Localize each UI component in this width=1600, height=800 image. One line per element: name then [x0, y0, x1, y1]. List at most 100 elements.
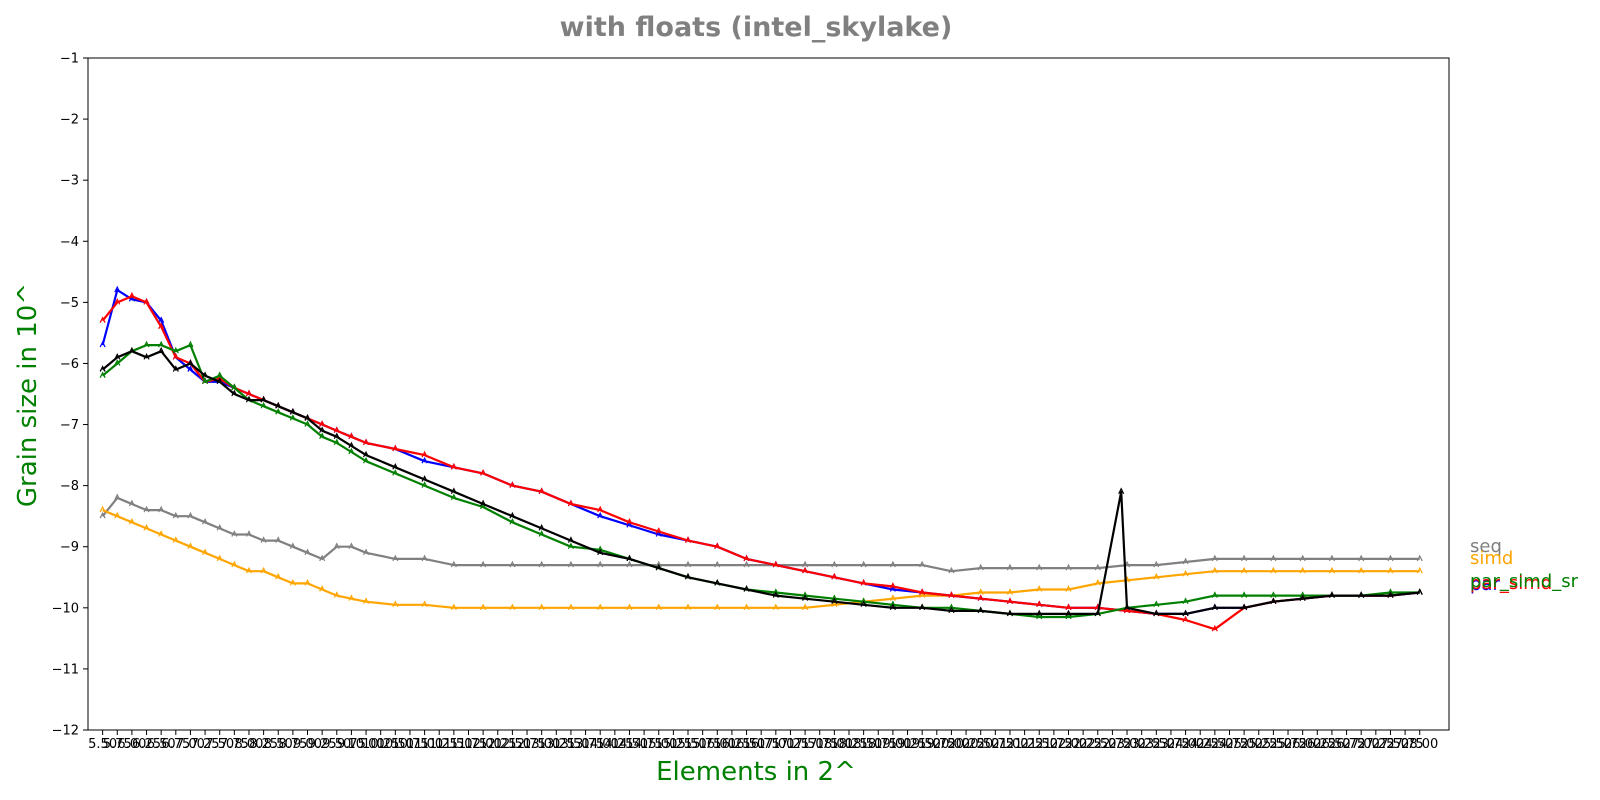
data-point: [1094, 563, 1101, 571]
data-point: [743, 560, 750, 568]
data-point: [1416, 588, 1423, 595]
data-point: [567, 499, 574, 507]
x-tick-label: 7.25: [191, 737, 220, 752]
series-line: [102, 509, 1420, 609]
data-point: [99, 371, 106, 378]
data-point: [1065, 609, 1072, 617]
data-point: [216, 371, 223, 378]
data-point: [245, 530, 253, 537]
data-point: [1036, 609, 1043, 617]
data-point: [772, 588, 779, 595]
series-simd: [99, 505, 1423, 611]
series-par: [99, 285, 1423, 617]
data-point: [392, 600, 399, 608]
data-point: [626, 560, 633, 568]
x-tick-label: 18.00: [816, 737, 853, 752]
x-tick-label: 22.00: [1050, 737, 1087, 752]
x-tick-label: 22.50: [1079, 737, 1116, 752]
data-point: [1065, 585, 1072, 592]
x-axis-label: Elements in 2^: [656, 757, 856, 787]
data-point: [158, 505, 165, 513]
data-point: [289, 542, 296, 549]
data-point: [158, 316, 165, 323]
data-point: [977, 563, 984, 571]
data-point: [1299, 594, 1306, 601]
data-point: [187, 365, 194, 372]
y-tick-label: −1: [60, 52, 79, 67]
x-tick-label: 27.00: [1343, 737, 1380, 752]
legend-entry-par_simd_sr: par_simd_sr: [1470, 571, 1579, 592]
x-tick-label: 25.75: [1269, 737, 1306, 752]
x-tick-label: 25.25: [1240, 737, 1277, 752]
data-point: [802, 594, 809, 601]
data-point: [1065, 603, 1072, 611]
data-point: [187, 542, 194, 549]
data-point: [231, 560, 238, 568]
data-point: [714, 560, 721, 568]
data-point: [1211, 554, 1218, 562]
x-tick-label: 26.75: [1328, 737, 1365, 752]
data-point: [1270, 597, 1277, 604]
data-point: [260, 536, 267, 543]
data-point: [275, 572, 282, 580]
data-point: [216, 377, 223, 385]
data-point: [202, 371, 209, 378]
data-point: [1036, 585, 1043, 592]
data-point: [480, 560, 487, 568]
x-tick-label: 10.75: [391, 737, 428, 752]
data-point: [1006, 597, 1014, 604]
data-point: [1416, 566, 1423, 574]
data-point: [538, 530, 545, 537]
data-point: [772, 591, 779, 598]
data-point: [348, 447, 355, 455]
data-point: [421, 450, 428, 458]
data-point: [889, 600, 896, 608]
x-tick-label: 20.75: [977, 737, 1014, 752]
x-tick-label: 17.25: [772, 737, 809, 752]
series-unlabeled: [99, 346, 1423, 617]
x-tick-label: 21.50: [1021, 737, 1058, 752]
data-point: [172, 346, 179, 354]
data-point: [319, 554, 326, 562]
data-point: [275, 407, 282, 415]
x-tick-label: 26.50: [1313, 737, 1350, 752]
x-tick-label: 15.75: [684, 737, 721, 752]
data-point: [1416, 554, 1423, 562]
data-point: [99, 340, 106, 348]
data-point: [1153, 560, 1160, 568]
data-point: [348, 594, 355, 601]
data-point: [567, 560, 574, 568]
data-point: [567, 603, 574, 611]
data-point: [158, 322, 165, 330]
data-point: [1328, 566, 1335, 574]
x-tick-label: 20.25: [947, 737, 984, 752]
data-point: [772, 560, 779, 568]
x-tick-label: 12.75: [508, 737, 545, 752]
data-point: [143, 353, 150, 360]
x-tick-label: 25.00: [1226, 737, 1263, 752]
x-tick-label: 12.00: [465, 737, 502, 752]
x-tick-label: 27.25: [1357, 737, 1394, 752]
x-tick-label: 27.75: [1386, 737, 1423, 752]
data-point: [1241, 566, 1248, 574]
data-point: [1358, 566, 1365, 574]
x-tick-label: 6.25: [132, 737, 161, 752]
data-point: [802, 560, 809, 568]
y-tick-label: −9: [60, 540, 79, 555]
data-point: [1118, 487, 1125, 495]
data-point: [114, 298, 121, 305]
data-point: [231, 530, 238, 537]
data-point: [289, 414, 296, 421]
data-point: [348, 542, 355, 549]
y-axis: −1 −2 −3 −4 −5 −6 −7 −8 −9 −10 −11 −12: [52, 52, 88, 739]
data-point: [128, 517, 135, 525]
x-tick-label: 21.00: [991, 737, 1028, 752]
data-point: [1006, 588, 1014, 595]
x-tick-label: 18.50: [845, 737, 882, 752]
data-point: [392, 444, 399, 452]
x-tick-label: 23.00: [1108, 737, 1145, 752]
data-point: [684, 572, 692, 580]
series-line: [101, 496, 1420, 573]
plot-area-frame: [87, 57, 1450, 731]
data-point: [202, 548, 209, 556]
